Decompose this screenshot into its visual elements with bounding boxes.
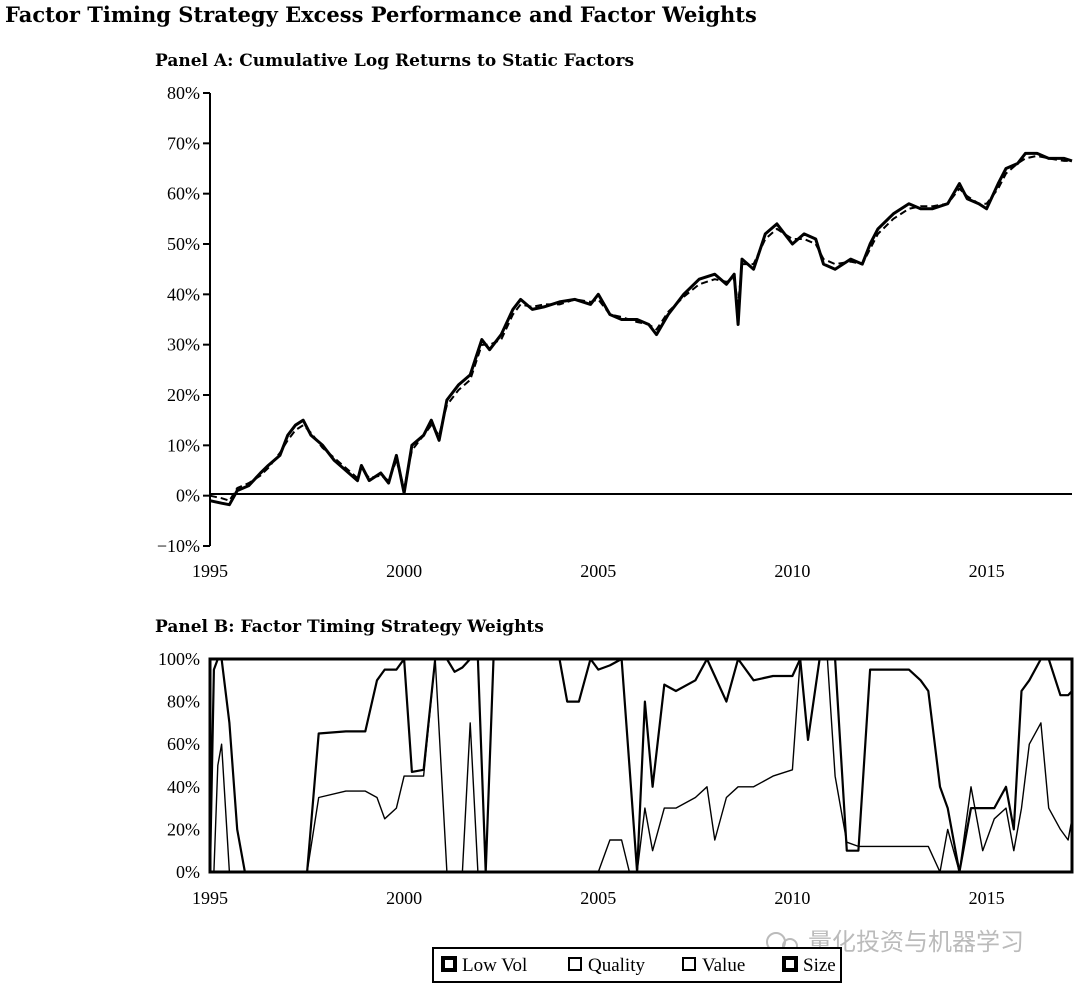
panel-b-y-tick-label: 0% — [176, 862, 200, 882]
panel-b-y-tick-label: 20% — [167, 819, 200, 839]
panel-a-y-tick-label: 60% — [167, 184, 200, 204]
panel-b-y-tick-label: 100% — [158, 649, 200, 669]
legend-label: Quality — [588, 955, 645, 976]
panel-a-title: Panel A: Cumulative Log Returns to Stati… — [155, 51, 634, 71]
panel-b-y-tick-label: 40% — [167, 777, 200, 797]
panel-b-frame — [208, 657, 1074, 874]
panel-a-series-line-dashed — [209, 154, 1072, 502]
watermark-text: 量化投资与机器学习 — [808, 928, 1024, 956]
legend-swatch — [441, 956, 457, 972]
legend-item-low-vol: Low Vol — [441, 955, 527, 976]
panel-a-x-tick-label: 2015 — [969, 561, 1005, 581]
legend-label: Size — [803, 955, 836, 976]
panel-a-y-tick-label: 40% — [167, 284, 200, 304]
panel-a-y-ticks: 80% 70% 60% 50% 40% 30% 20% 10% 0% −10% — [157, 83, 210, 556]
panel-b-x-tick-label: 2005 — [580, 888, 616, 908]
panel-a-series — [209, 151, 1073, 507]
legend-label: Value — [702, 955, 745, 976]
panel-a-x-ticks: 1995 2000 2005 2010 2015 — [192, 561, 1005, 581]
panel-b-y-tick-label: 80% — [167, 692, 200, 712]
legend: Low Vol Quality Value Size — [432, 947, 842, 983]
panel-b-title: Panel B: Factor Timing Strategy Weights — [155, 617, 544, 637]
panel-a-y-tick-label: 50% — [167, 234, 200, 254]
panel-b-areas — [208, 657, 1073, 874]
panel-b-x-tick-label: 1995 — [192, 888, 228, 908]
panel-a-x-tick-label: 2010 — [774, 561, 810, 581]
panel-a-x-tick-label: 2000 — [386, 561, 422, 581]
panel-a-y-tick-label: 70% — [167, 133, 200, 153]
panel-a-y-tick-label: −10% — [157, 536, 200, 556]
panel-b-x-tick-label: 2010 — [774, 888, 810, 908]
panel-b-y-ticks: 100% 80% 60% 40% 20% 0% — [158, 649, 200, 882]
panel-b-x-ticks: 1995 2000 2005 2010 2015 — [192, 888, 1005, 908]
legend-label: Low Vol — [462, 955, 527, 976]
figure-title: Factor Timing Strategy Excess Performanc… — [5, 2, 757, 27]
watermark: 量化投资与机器学习 — [766, 928, 1024, 956]
legend-item-value: Value — [682, 955, 745, 976]
legend-box — [432, 947, 842, 983]
panel-a-x-tick-label: 1995 — [192, 561, 228, 581]
legend-swatch — [568, 957, 582, 971]
panel-a-y-tick-label: 10% — [167, 435, 200, 455]
panel-a-y-tick-label: 20% — [167, 385, 200, 405]
legend-swatch — [782, 956, 798, 972]
panel-a: Panel A: Cumulative Log Returns to Stati… — [155, 51, 1073, 581]
panel-a-y-tick-label: 30% — [167, 335, 200, 355]
panel-b-y-tick-label: 60% — [167, 734, 200, 754]
panel-a-y-tick-label: 0% — [176, 486, 200, 506]
legend-item-size: Size — [782, 955, 836, 976]
panel-a-y-tick-label: 80% — [167, 83, 200, 103]
panel-b: Panel B: Factor Timing Strategy Weights … — [155, 617, 1074, 908]
panel-a-x-tick-label: 2005 — [580, 561, 616, 581]
legend-swatch — [682, 957, 696, 971]
panel-b-upper-boundary — [208, 657, 1073, 874]
panel-a-series-line-solid — [209, 151, 1073, 507]
panel-b-x-tick-label: 2000 — [386, 888, 422, 908]
panel-b-x-tick-label: 2015 — [969, 888, 1005, 908]
legend-item-quality: Quality — [568, 955, 645, 976]
